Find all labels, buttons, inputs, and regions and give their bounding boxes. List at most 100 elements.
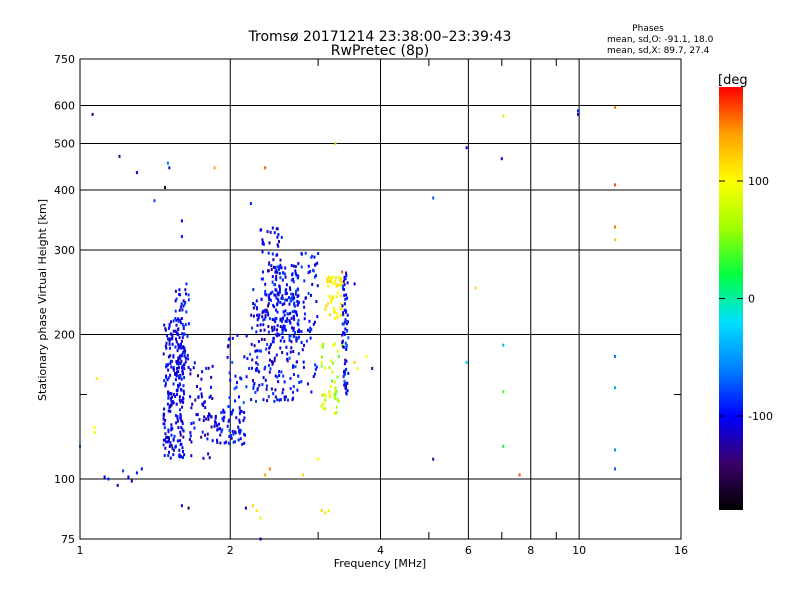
- data-point: [283, 380, 286, 384]
- data-point: [190, 454, 193, 458]
- data-point: [183, 351, 186, 355]
- data-point: [241, 442, 244, 446]
- data-point: [250, 342, 253, 346]
- data-point: [312, 268, 314, 272]
- data-point: [171, 335, 174, 339]
- data-point: [614, 386, 616, 390]
- data-point: [196, 413, 199, 417]
- data-point: [344, 358, 347, 362]
- data-point: [336, 291, 339, 295]
- data-point: [285, 288, 288, 292]
- data-point: [184, 356, 187, 360]
- data-point: [204, 406, 207, 410]
- data-point: [209, 394, 212, 398]
- data-point: [170, 398, 173, 402]
- data-point: [228, 405, 231, 408]
- data-point: [271, 280, 274, 284]
- data-point: [234, 440, 236, 444]
- data-point: [277, 298, 280, 302]
- data-point: [345, 293, 348, 297]
- data-point: [278, 271, 281, 275]
- data-point: [178, 448, 181, 452]
- data-point: [175, 297, 178, 301]
- data-point: [175, 360, 178, 363]
- data-point: [322, 406, 325, 410]
- data-point: [321, 393, 324, 397]
- data-point: [324, 511, 327, 515]
- data-point: [296, 313, 298, 317]
- data-point: [256, 318, 259, 322]
- data-point: [273, 318, 276, 322]
- data-point: [261, 277, 264, 281]
- data-point: [284, 266, 287, 270]
- data-point: [170, 444, 173, 448]
- data-point: [257, 340, 260, 343]
- data-point: [182, 456, 184, 459]
- data-point: [264, 314, 267, 317]
- data-point: [169, 337, 172, 341]
- data-point: [282, 324, 285, 328]
- data-point: [272, 361, 275, 365]
- data-point: [174, 378, 177, 382]
- data-point: [187, 298, 190, 302]
- data-point: [116, 483, 119, 487]
- data-point: [289, 350, 292, 354]
- data-point: [296, 337, 299, 341]
- data-point: [172, 393, 175, 396]
- data-point: [340, 277, 343, 280]
- data-point: [281, 278, 284, 282]
- data-point: [281, 351, 284, 354]
- data-point: [170, 426, 173, 430]
- data-point: [292, 365, 295, 369]
- data-point: [217, 427, 220, 431]
- data-point: [179, 408, 181, 412]
- data-point: [167, 396, 170, 400]
- data-point: [345, 367, 348, 371]
- data-point: [273, 359, 276, 363]
- data-point: [176, 439, 179, 443]
- data-point: [328, 392, 331, 396]
- data-point: [201, 402, 204, 406]
- data-point: [292, 264, 295, 268]
- data-point: [292, 373, 295, 376]
- data-point: [273, 231, 276, 235]
- data-point: [328, 366, 331, 370]
- data-point: [186, 334, 189, 338]
- data-point: [273, 327, 276, 331]
- y-tick-label: 100: [54, 473, 75, 486]
- data-point: [278, 285, 281, 289]
- data-point: [335, 405, 338, 409]
- data-point: [237, 438, 240, 442]
- data-point: [614, 355, 616, 358]
- data-point: [297, 300, 300, 304]
- data-point: [275, 308, 277, 312]
- data-point: [341, 341, 344, 344]
- data-point: [245, 334, 248, 338]
- data-point: [289, 311, 292, 315]
- data-point: [296, 299, 299, 303]
- data-point: [279, 339, 282, 343]
- data-point: [169, 346, 171, 350]
- data-point: [292, 350, 295, 353]
- data-point: [328, 294, 331, 298]
- data-point: [177, 319, 180, 323]
- data-point: [163, 412, 166, 416]
- data-point: [167, 394, 170, 398]
- data-point: [168, 450, 170, 454]
- data-point: [343, 275, 346, 279]
- data-point: [343, 283, 346, 287]
- data-point: [179, 343, 182, 347]
- data-point: [180, 235, 183, 239]
- data-point: [300, 341, 303, 344]
- data-point: [219, 433, 222, 437]
- data-point: [178, 374, 180, 378]
- data-point: [182, 299, 185, 303]
- data-point: [267, 363, 270, 367]
- data-point: [260, 277, 263, 281]
- data-point: [281, 331, 284, 335]
- data-point: [280, 235, 283, 239]
- data-point: [198, 418, 201, 422]
- data-point: [296, 288, 299, 292]
- data-point: [291, 296, 293, 300]
- data-point: [172, 367, 175, 371]
